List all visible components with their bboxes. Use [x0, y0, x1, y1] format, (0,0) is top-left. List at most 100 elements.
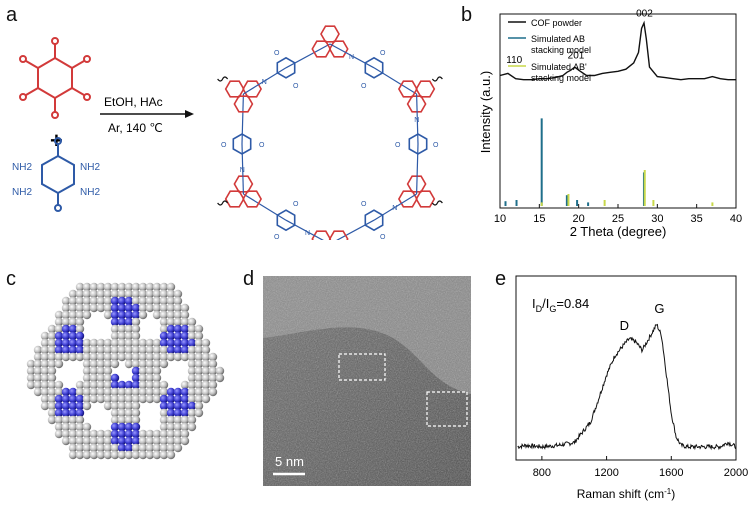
model-atom-grey [131, 331, 141, 341]
model-atom-grey [201, 338, 211, 348]
nh2-label: NH2 [12, 162, 32, 173]
model-atom-blue [124, 429, 134, 439]
model-atom-blue [117, 317, 127, 327]
model-atom-grey [145, 380, 155, 390]
model-atom-grey [145, 338, 155, 348]
model-atom-grey [145, 345, 155, 355]
model-atom-grey [152, 387, 162, 397]
model-atom-grey [138, 345, 148, 355]
model-atom-blue [131, 303, 141, 313]
triphenylene-ring [224, 190, 245, 208]
model-atom-grey [82, 303, 92, 313]
model-atom-blue [75, 345, 85, 355]
model-atom-grey [33, 373, 43, 383]
pyrazine-bond [373, 193, 417, 221]
nitrogen-atom-label: N [262, 79, 267, 86]
model-atom-grey [187, 345, 197, 355]
model-atom-grey [194, 387, 204, 397]
model-atom-grey [138, 303, 148, 313]
model-atom-grey [180, 436, 190, 446]
model-atom-grey [61, 303, 71, 313]
model-atom-grey [152, 352, 162, 362]
model-atom-grey [61, 352, 71, 362]
model-atom-blue [75, 408, 85, 418]
model-atom-blue [117, 310, 127, 320]
model-atom-grey [68, 289, 78, 299]
model-atom-blue [75, 338, 85, 348]
raman-series-line [517, 323, 737, 451]
model-atom-grey [194, 401, 204, 411]
xrd-x-tick-label: 20 [573, 213, 585, 225]
model-atom-grey [124, 394, 134, 404]
model-atom-grey [152, 429, 162, 439]
model-atom-grey [159, 289, 169, 299]
model-atom-grey [124, 450, 134, 460]
model-atom-grey [103, 387, 113, 397]
model-atom-grey [124, 415, 134, 425]
model-atom-grey [75, 443, 85, 453]
model-atom-grey [208, 373, 218, 383]
model-atom-blue [166, 331, 176, 341]
model-atom-grey [54, 310, 64, 320]
model-atom-grey [33, 352, 43, 362]
oxygen-atom-label: O [221, 142, 227, 149]
model-atom-blue [61, 394, 71, 404]
model-atom-blue [173, 345, 183, 355]
model-atom-grey [54, 415, 64, 425]
model-atom-grey [117, 331, 127, 341]
model-atom-blue [61, 331, 71, 341]
peak-label-g: G [654, 301, 664, 316]
model-atom-grey [68, 422, 78, 432]
model-atom-grey [89, 429, 99, 439]
model-atom-grey [131, 408, 141, 418]
model-atom-grey [82, 387, 92, 397]
model-atom-blue [75, 331, 85, 341]
panel-e-letter: e [495, 268, 507, 290]
model-atom-grey [166, 317, 176, 327]
model-atom-grey [103, 380, 113, 390]
model-atom-grey [152, 380, 162, 390]
model-atom-grey [138, 282, 148, 292]
raman-x-tick-label: 1200 [594, 467, 618, 479]
model-atom-grey [96, 387, 106, 397]
oxygen-atom-label: O [361, 201, 367, 208]
oxygen-atom-label: O [274, 234, 280, 240]
model-atom-grey [103, 310, 113, 320]
model-atom-grey [103, 429, 113, 439]
model-atom-grey [40, 401, 50, 411]
model-atom-grey [47, 366, 57, 376]
pyrazine-bond [243, 193, 287, 221]
model-atom-grey [89, 380, 99, 390]
model-atom-grey [103, 366, 113, 376]
model-atom-grey [159, 282, 169, 292]
model-atom-grey [138, 450, 148, 460]
oxygen-atom-label: O [293, 83, 299, 90]
model-atom-grey [33, 380, 43, 390]
model-atom-grey [159, 408, 169, 418]
model-atom-grey [187, 408, 197, 418]
model-atom-grey [82, 338, 92, 348]
model-atom-grey [33, 345, 43, 355]
model-atom-blue [131, 373, 141, 383]
model-atom-grey [117, 289, 127, 299]
model-atom-grey [159, 352, 169, 362]
model-atom-grey [82, 352, 92, 362]
model-atom-grey [131, 450, 141, 460]
model-atom-blue [110, 380, 120, 390]
model-atom-grey [47, 352, 57, 362]
nh2-label: NH2 [80, 162, 100, 173]
triphenylene-ring [406, 95, 427, 113]
model-atom-grey [82, 345, 92, 355]
model-atom-blue [117, 443, 127, 453]
model-atom-grey [75, 296, 85, 306]
model-atom-grey [173, 436, 183, 446]
model-atom-blue [117, 436, 127, 446]
model-atom-grey [117, 450, 127, 460]
model-atom-grey [194, 359, 204, 369]
model-atom-grey [47, 338, 57, 348]
pyrazine-bond [243, 67, 287, 95]
pyrazine-bond [285, 219, 324, 240]
pyrazine-bond [241, 93, 244, 145]
model-atom-grey [159, 359, 169, 369]
model-atom-grey [117, 408, 127, 418]
